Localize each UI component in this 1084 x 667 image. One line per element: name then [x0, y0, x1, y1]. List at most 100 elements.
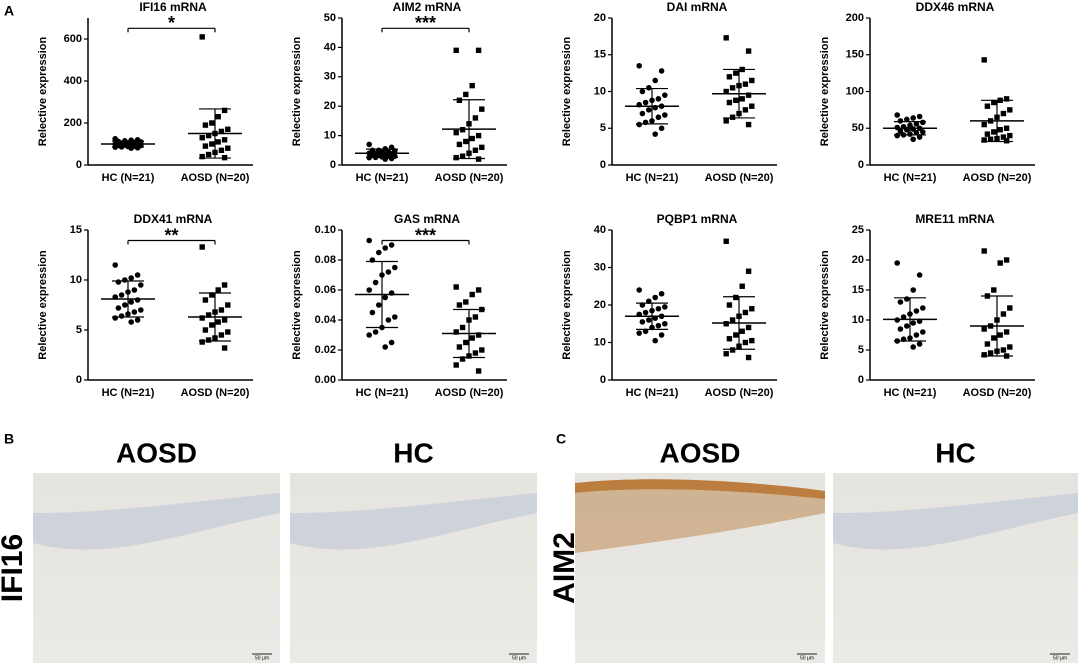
data-point: [366, 332, 373, 338]
data-point: [209, 322, 215, 328]
data-point: [897, 118, 904, 124]
x-tick-label: HC (N=21): [356, 387, 409, 399]
data-point: [729, 317, 736, 323]
data-point: [726, 99, 733, 106]
y-tick-label: 0: [76, 159, 82, 171]
data-point: [376, 249, 382, 256]
data-point: [1003, 257, 1010, 263]
data-point: [372, 279, 379, 286]
data-point: [739, 96, 745, 102]
data-point: [745, 92, 752, 98]
data-point: [910, 136, 916, 143]
data-point: [215, 319, 221, 325]
y-tick-label: 20: [324, 100, 336, 112]
y-tick-label: 30: [594, 261, 606, 273]
data-point: [205, 312, 212, 318]
data-point: [218, 307, 225, 313]
data-point: [209, 120, 215, 126]
epidermis: [290, 493, 537, 550]
data-point: [366, 237, 373, 244]
y-tick-label: 10: [70, 274, 82, 286]
y-tick-label: 200: [846, 12, 864, 24]
data-point: [221, 345, 228, 351]
data-point: [221, 137, 228, 143]
data-point: [646, 85, 652, 91]
data-point: [225, 302, 231, 308]
data-point: [910, 344, 916, 350]
data-point: [112, 315, 118, 321]
data-point: [1000, 347, 1007, 353]
data-point: [134, 317, 141, 323]
data-point: [739, 328, 745, 334]
data-point: [1007, 305, 1013, 311]
data-point: [636, 62, 642, 69]
data-point: [456, 141, 463, 148]
data-point: [916, 272, 923, 278]
data-point: [981, 121, 987, 128]
y-tick-label: 10: [594, 85, 606, 97]
data-point: [366, 141, 373, 148]
data-point: [646, 107, 652, 113]
panel-label: B: [4, 431, 14, 447]
y-tick-label: 15: [70, 224, 82, 236]
y-tick-label: 50: [852, 122, 864, 134]
data-point: [199, 135, 205, 141]
y-tick-label: 15: [594, 49, 606, 61]
row-label: IFI16: [0, 534, 29, 602]
chart-title: AIM2 mRNA: [393, 0, 462, 14]
data-point: [463, 91, 469, 98]
data-point: [472, 115, 479, 121]
data-point: [134, 297, 141, 303]
data-point: [202, 122, 209, 128]
data-point: [729, 85, 736, 91]
data-point: [1003, 138, 1010, 144]
data-point: [215, 287, 221, 293]
data-point: [904, 116, 910, 123]
data-point: [382, 245, 389, 251]
data-point: [205, 337, 212, 343]
data-point: [382, 294, 389, 301]
data-point: [642, 99, 649, 106]
data-point: [469, 335, 475, 341]
data-point: [639, 88, 646, 95]
y-tick-label: 30: [324, 71, 336, 83]
data-point: [475, 368, 482, 374]
y-tick-label: 0: [76, 374, 82, 386]
x-tick-label: AOSD (N=20): [705, 172, 774, 184]
y-tick-label: 20: [594, 299, 606, 311]
data-point: [639, 110, 646, 117]
y-tick-label: 40: [594, 224, 606, 236]
data-point: [997, 332, 1003, 338]
data-point: [894, 132, 900, 139]
y-axis-label: Relective expression: [561, 250, 573, 360]
data-point: [221, 282, 228, 288]
column-label: HC: [935, 437, 975, 468]
y-axis-label: Relective expression: [291, 250, 303, 360]
data-point: [991, 129, 997, 135]
data-point: [479, 144, 485, 151]
y-tick-label: 10: [594, 336, 606, 348]
data-point: [723, 88, 729, 95]
x-tick-label: AOSD (N=20): [435, 172, 504, 184]
data-point: [742, 339, 749, 346]
data-point: [984, 131, 991, 137]
data-point: [913, 121, 920, 127]
panel-label: C: [556, 431, 566, 447]
data-point: [475, 47, 482, 54]
chart-title: DDX46 mRNA: [916, 0, 995, 14]
y-tick-label: 5: [858, 344, 864, 356]
data-point: [742, 81, 749, 87]
data-point: [726, 74, 733, 80]
data-point: [742, 309, 749, 316]
x-tick-label: HC (N=21): [626, 387, 679, 399]
data-point: [997, 127, 1003, 133]
data-point: [916, 341, 923, 347]
data-point: [392, 264, 398, 271]
data-point: [122, 302, 128, 308]
scale-bar-label: 50 μm: [512, 655, 526, 661]
data-point: [221, 107, 228, 114]
data-point: [897, 326, 904, 332]
data-point: [987, 350, 994, 356]
y-axis-label: Relective expression: [561, 36, 573, 146]
y-tick-label: 0: [858, 159, 864, 171]
